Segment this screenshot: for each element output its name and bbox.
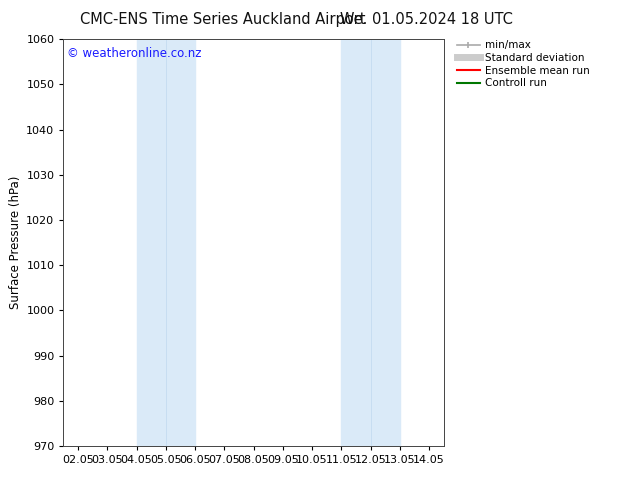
Bar <box>166 39 195 446</box>
Bar <box>341 39 371 446</box>
Bar <box>371 39 400 446</box>
Text: CMC-ENS Time Series Auckland Airport: CMC-ENS Time Series Auckland Airport <box>81 12 366 27</box>
Text: We. 01.05.2024 18 UTC: We. 01.05.2024 18 UTC <box>340 12 512 27</box>
Legend: min/max, Standard deviation, Ensemble mean run, Controll run: min/max, Standard deviation, Ensemble me… <box>456 40 590 88</box>
Y-axis label: Surface Pressure (hPa): Surface Pressure (hPa) <box>9 176 22 309</box>
Text: © weatheronline.co.nz: © weatheronline.co.nz <box>67 48 202 60</box>
Bar <box>136 39 166 446</box>
